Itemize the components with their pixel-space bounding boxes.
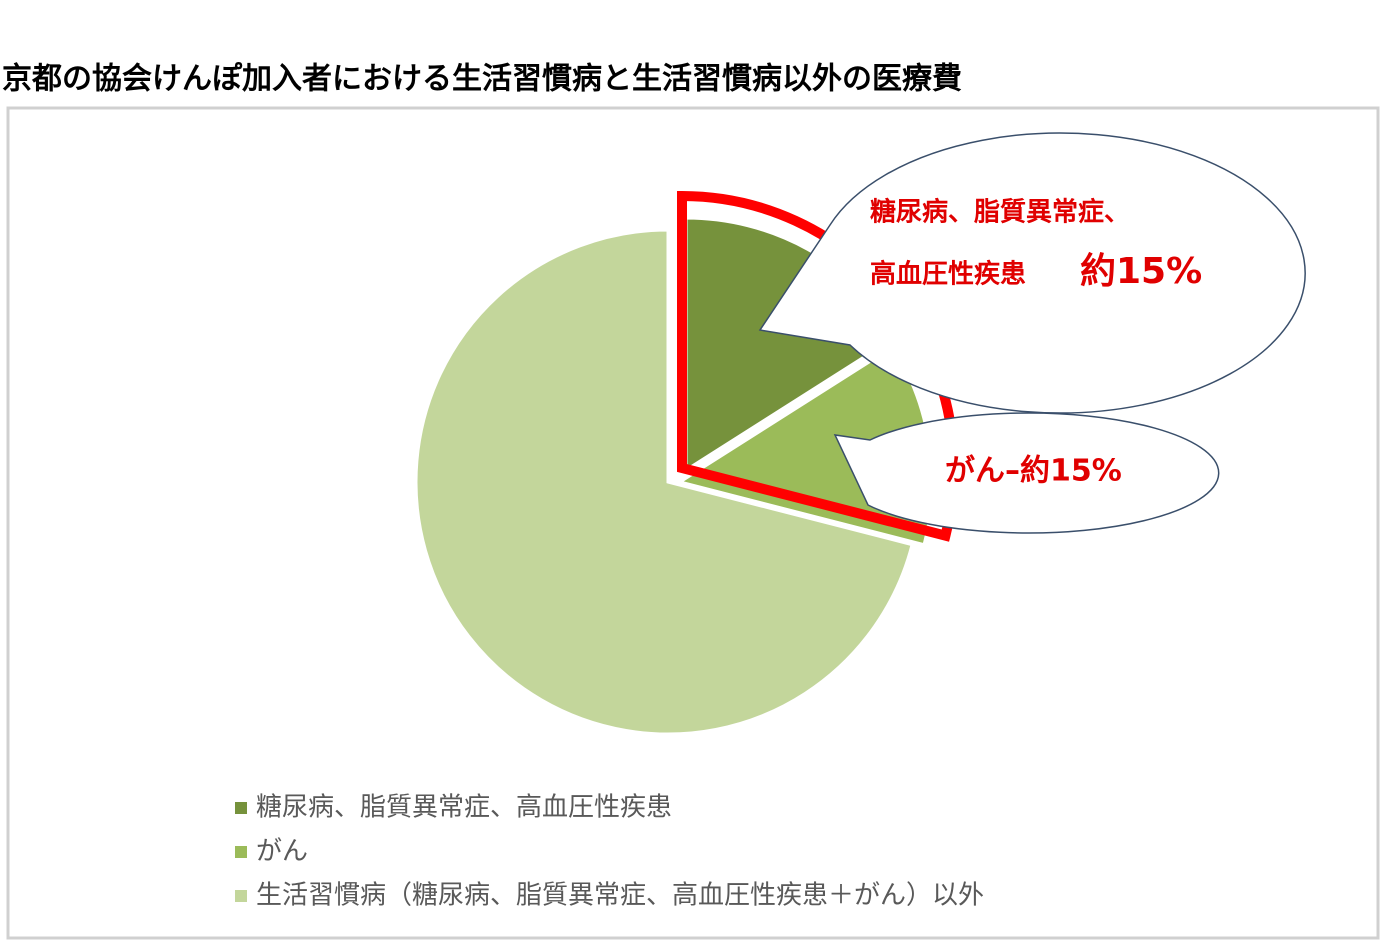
legend-label: 糖尿病、脂質異常症、高血圧性疾患 xyxy=(256,793,672,823)
callout-text: 糖尿病、脂質異常症、 xyxy=(870,197,1130,228)
chart-title: 京都の協会けんぽ加入者における生活習慣病と生活習慣病以外の医療費 xyxy=(2,62,962,97)
legend-swatch xyxy=(235,890,247,902)
callout-bubble xyxy=(833,412,1220,534)
legend: 糖尿病、脂質異常症、高血圧性疾患がん生活習慣病（糖尿病、脂質異常症、高血圧性疾患… xyxy=(235,793,984,911)
callout-bubble xyxy=(758,132,1306,414)
legend-swatch xyxy=(235,802,247,814)
callout-text: 約15% xyxy=(1080,251,1202,292)
legend-swatch xyxy=(235,846,247,858)
legend-label: 生活習慣病（糖尿病、脂質異常症、高血圧性疾患＋がん）以外 xyxy=(256,881,984,911)
callout-text: 高血圧性疾患 xyxy=(870,259,1026,290)
callouts: 糖尿病、脂質異常症、 高血圧性疾患 約15% がん–約15% xyxy=(758,132,1306,534)
legend-label: がん xyxy=(256,837,308,867)
callout-text: がん–約15% xyxy=(945,454,1122,489)
pie-slice xyxy=(414,228,914,736)
